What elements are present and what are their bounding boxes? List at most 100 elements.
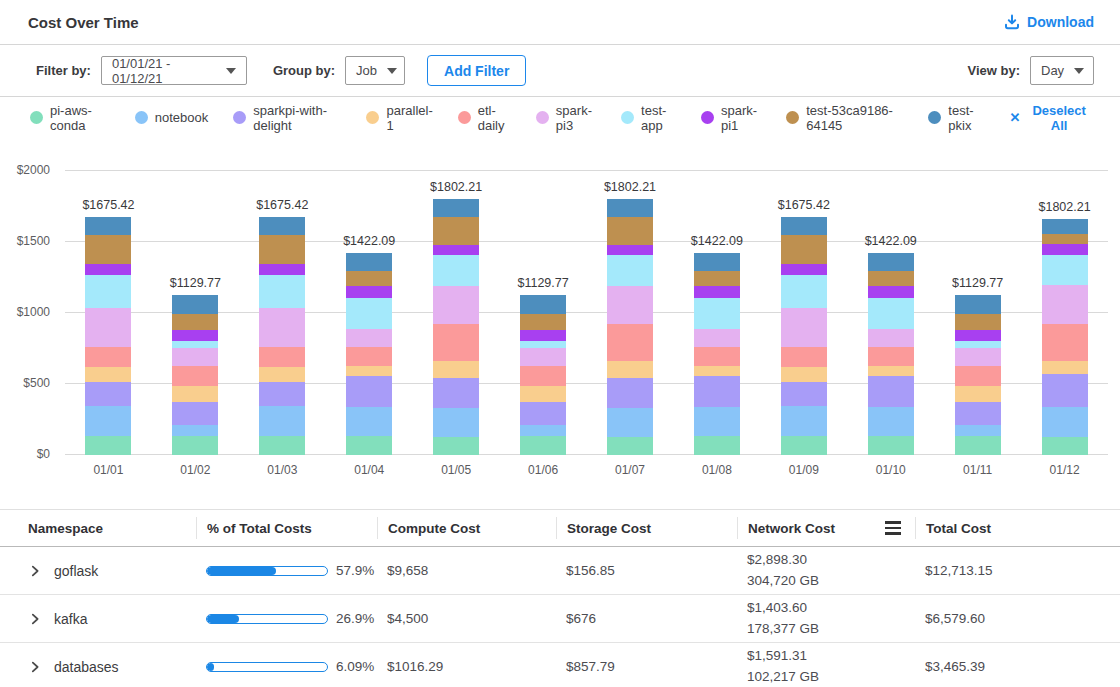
column-header-compute[interactable]: Compute Cost [377,517,556,539]
bar-segment-spark-pi1[interactable] [955,330,1001,341]
bar-segment-test-pkix[interactable] [172,295,218,314]
bar-segment-test-pkix[interactable] [85,217,131,235]
bar-segment-spark-pi3[interactable] [433,286,479,323]
bar-segment-etl-daily[interactable] [433,324,479,361]
bar-segment-test-app[interactable] [172,341,218,348]
bar-segment-etl-daily[interactable] [694,347,740,366]
bar-segment-parallel-1[interactable] [172,386,218,402]
bar-segment-test-app[interactable] [868,298,914,329]
bar-segment-sparkpi-with-delight[interactable] [1042,374,1088,407]
legend-item-test-pkix[interactable]: test-pkix [928,103,984,133]
add-filter-button[interactable]: Add Filter [427,55,526,86]
view-by-dropdown[interactable]: Day [1030,56,1094,85]
bar-segment-test-app[interactable] [259,275,305,307]
bar-segment-test-53ca9186-64145[interactable] [781,235,827,264]
bar-segment-pi-aws-conda[interactable] [85,436,131,455]
bar-segment-sparkpi-with-delight[interactable] [172,402,218,425]
download-button[interactable]: Download [1004,14,1094,30]
bar-segment-pi-aws-conda[interactable] [1042,437,1088,455]
bar-segment-spark-pi1[interactable] [259,264,305,275]
bar-segment-parallel-1[interactable] [607,361,653,378]
bar-segment-test-app[interactable] [520,341,566,348]
bar-segment-test-53ca9186-64145[interactable] [85,235,131,264]
bar-segment-test-53ca9186-64145[interactable] [346,271,392,285]
bar-segment-spark-pi3[interactable] [868,329,914,347]
bar-01/09[interactable]: $1675.42 [781,217,827,455]
bar-segment-test-53ca9186-64145[interactable] [259,235,305,264]
bar-segment-test-app[interactable] [955,341,1001,348]
bar-segment-test-app[interactable] [607,255,653,286]
bar-segment-pi-aws-conda[interactable] [259,436,305,455]
bar-segment-notebook[interactable] [607,408,653,437]
column-header-namespace[interactable]: Namespace [0,517,196,539]
bar-segment-pi-aws-conda[interactable] [868,436,914,455]
bar-segment-spark-pi3[interactable] [1042,285,1088,324]
bar-segment-test-pkix[interactable] [607,199,653,217]
bar-01/11[interactable]: $1129.77 [955,295,1001,455]
bar-segment-pi-aws-conda[interactable] [346,436,392,455]
bar-01/02[interactable]: $1129.77 [172,295,218,455]
bar-segment-test-53ca9186-64145[interactable] [520,314,566,330]
legend-item-test-53ca9186-64145[interactable]: test-53ca9186-64145 [786,103,903,133]
bar-segment-test-53ca9186-64145[interactable] [868,271,914,285]
bar-segment-spark-pi1[interactable] [520,330,566,341]
bar-segment-sparkpi-with-delight[interactable] [955,402,1001,425]
bar-segment-parallel-1[interactable] [259,367,305,382]
bar-01/03[interactable]: $1675.42 [259,217,305,455]
column-header-total[interactable]: Total Cost [915,517,1120,539]
bar-segment-etl-daily[interactable] [781,347,827,367]
bar-segment-spark-pi3[interactable] [694,329,740,347]
bar-segment-etl-daily[interactable] [172,366,218,386]
bar-segment-spark-pi1[interactable] [172,330,218,341]
bar-segment-test-pkix[interactable] [694,253,740,271]
bar-segment-pi-aws-conda[interactable] [607,437,653,455]
bar-segment-notebook[interactable] [781,406,827,436]
bar-segment-notebook[interactable] [172,425,218,435]
bar-segment-spark-pi1[interactable] [868,286,914,298]
bar-segment-notebook[interactable] [346,407,392,436]
bar-segment-test-53ca9186-64145[interactable] [172,314,218,330]
bar-segment-sparkpi-with-delight[interactable] [85,382,131,406]
bar-segment-test-53ca9186-64145[interactable] [607,217,653,245]
legend-item-test-app[interactable]: test-app [621,103,676,133]
legend-item-spark-pi1[interactable]: spark-pi1 [701,103,761,133]
bar-segment-etl-daily[interactable] [520,366,566,386]
bar-segment-spark-pi1[interactable] [1042,244,1088,255]
bar-01/10[interactable]: $1422.09 [868,253,914,455]
legend-item-notebook[interactable]: notebook [135,110,209,125]
column-header-storage[interactable]: Storage Cost [556,517,737,539]
bar-segment-spark-pi1[interactable] [694,286,740,298]
deselect-all-button[interactable]: ✕ Deselect All [1009,103,1090,133]
bar-01/04[interactable]: $1422.09 [346,253,392,455]
bar-segment-sparkpi-with-delight[interactable] [259,382,305,406]
column-menu-icon[interactable] [885,521,901,535]
bar-segment-sparkpi-with-delight[interactable] [520,402,566,425]
bar-01/01[interactable]: $1675.42 [85,217,131,455]
bar-segment-pi-aws-conda[interactable] [694,436,740,455]
bar-segment-spark-pi3[interactable] [781,308,827,348]
bar-segment-notebook[interactable] [259,406,305,436]
bar-segment-parallel-1[interactable] [694,366,740,376]
column-header-percent[interactable]: % of Total Costs [196,517,377,539]
legend-item-parallel-1[interactable]: parallel-1 [366,103,432,133]
chevron-right-icon[interactable] [28,612,42,626]
bar-segment-sparkpi-with-delight[interactable] [346,376,392,407]
bar-segment-sparkpi-with-delight[interactable] [868,376,914,407]
date-range-dropdown[interactable]: 01/01/21 - 01/12/21 [101,56,247,85]
bar-segment-pi-aws-conda[interactable] [520,436,566,455]
bar-01/06[interactable]: $1129.77 [520,295,566,455]
bar-segment-parallel-1[interactable] [868,366,914,376]
bar-segment-spark-pi1[interactable] [85,264,131,275]
bar-segment-test-53ca9186-64145[interactable] [694,271,740,285]
legend-item-sparkpi-with-delight[interactable]: sparkpi-with-delight [233,103,341,133]
bar-segment-test-app[interactable] [694,298,740,329]
legend-item-spark-pi3[interactable]: spark-pi3 [536,103,596,133]
bar-segment-notebook[interactable] [694,407,740,436]
bar-segment-parallel-1[interactable] [520,386,566,402]
bar-segment-parallel-1[interactable] [955,386,1001,402]
bar-segment-test-pkix[interactable] [259,217,305,235]
bar-01/08[interactable]: $1422.09 [694,253,740,455]
bar-segment-test-app[interactable] [346,298,392,329]
bar-01/12[interactable]: $1802.21 [1042,219,1088,455]
bar-segment-test-pkix[interactable] [1042,219,1088,235]
